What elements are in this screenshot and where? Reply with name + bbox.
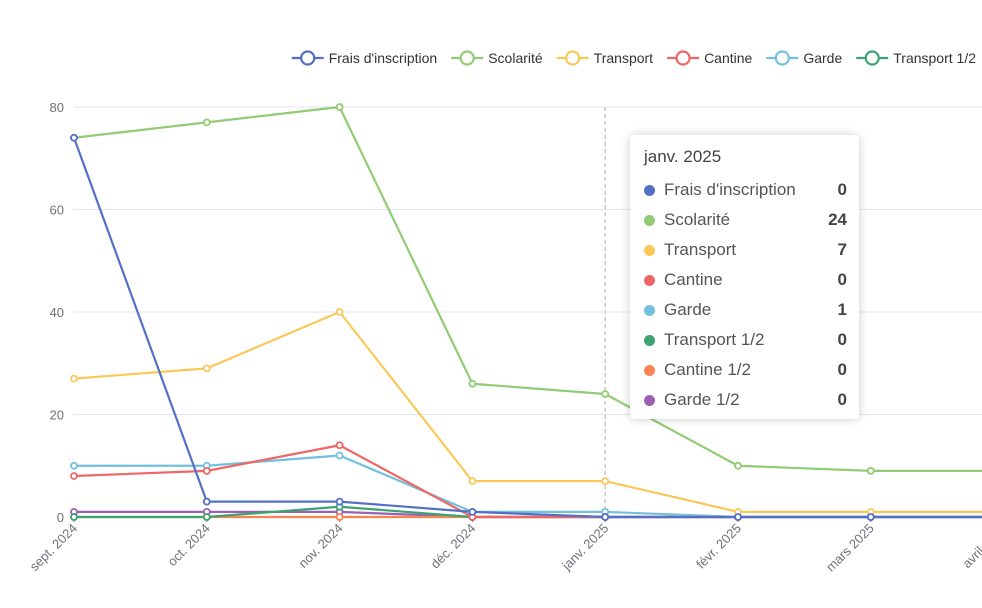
legend-item[interactable]: Cantine xyxy=(667,50,753,66)
tooltip-series-value: 0 xyxy=(837,330,847,349)
data-point xyxy=(335,103,344,111)
tooltip-series-value: 0 xyxy=(837,180,847,199)
data-point xyxy=(468,507,477,516)
series-dot-icon xyxy=(644,394,655,406)
tooltip-title: janv. 2025 xyxy=(644,147,722,166)
x-tick-label: févr. 2025 xyxy=(693,521,744,572)
legend-circle-icon xyxy=(864,50,880,66)
data-point xyxy=(601,390,610,398)
legend-label: Cantine xyxy=(704,50,752,66)
series-line xyxy=(72,137,982,519)
data-point xyxy=(335,308,344,316)
data-point xyxy=(202,466,211,475)
tooltip-series-name: Transport xyxy=(664,240,737,259)
tooltip-series-value: 0 xyxy=(837,270,847,289)
tooltip-series-value: 0 xyxy=(837,360,847,379)
y-tick-label: 80 xyxy=(50,100,64,115)
legend-label: Garde xyxy=(803,50,842,66)
tooltip-series-value: 7 xyxy=(837,240,847,259)
data-point xyxy=(70,374,78,383)
series-dot-icon xyxy=(644,364,655,376)
data-point xyxy=(202,513,211,521)
data-point xyxy=(335,441,344,450)
data-point xyxy=(335,451,344,460)
data-point xyxy=(70,133,78,142)
x-tick-label: avril 2025 xyxy=(959,521,982,571)
legend-label: Transport 1/2 xyxy=(893,50,976,66)
tooltip-series-name: Scolarité xyxy=(664,210,731,229)
y-tick-label: 20 xyxy=(50,408,64,423)
legend-item[interactable]: Scolarité xyxy=(451,50,543,66)
data-point xyxy=(202,364,211,373)
legend-circle-icon xyxy=(675,50,691,66)
tooltip-row: Frais d'inscription 0 xyxy=(644,175,847,205)
x-tick-label: mars 2025 xyxy=(823,521,877,575)
data-point xyxy=(335,497,344,506)
legend-item[interactable]: Transport 1/2 xyxy=(856,50,976,66)
x-tick-label: janv. 2025 xyxy=(558,521,611,574)
data-point xyxy=(335,513,344,521)
tooltip-series-value: 0 xyxy=(837,390,847,409)
data-point xyxy=(468,477,477,486)
tooltip-row: Garde 1 xyxy=(644,295,847,325)
series-lines xyxy=(70,103,982,521)
series-dot-icon xyxy=(644,184,655,196)
tooltip-series-name: Frais d'inscription xyxy=(664,180,796,199)
legend-item[interactable]: Frais d'inscription xyxy=(291,50,438,66)
tooltip-series-name: Cantine 1/2 xyxy=(664,360,751,379)
data-point xyxy=(468,379,477,388)
y-axis: 0 20 40 60 80 xyxy=(50,100,64,525)
data-point xyxy=(601,477,610,486)
series-dot-icon xyxy=(644,304,655,316)
x-tick-label: oct. 2024 xyxy=(164,521,212,569)
legend[interactable]: Frais d'inscription Scolarité Transport Can… xyxy=(291,50,977,66)
tooltip-series-name: Garde xyxy=(664,300,712,319)
y-tick-label: 0 xyxy=(57,510,64,525)
tooltip-series-name: Garde 1/2 xyxy=(664,390,740,409)
data-point xyxy=(734,513,742,521)
y-tick-label: 40 xyxy=(50,305,64,320)
tooltip-series-name: Transport 1/2 xyxy=(664,330,765,349)
legend-circle-icon xyxy=(774,50,790,66)
legend-label: Scolarité xyxy=(488,50,543,66)
data-point xyxy=(866,513,875,521)
x-tick-label: sept. 2024 xyxy=(27,521,81,575)
legend-label: Frais d'inscription xyxy=(329,50,438,66)
legend-label: Transport xyxy=(594,50,654,66)
data-point xyxy=(70,472,78,480)
y-tick-label: 60 xyxy=(50,203,64,218)
data-point xyxy=(601,513,610,521)
x-axis: sept. 2024 oct. 2024 nov. 2024 déc. 2024 jan… xyxy=(27,517,982,575)
tooltip-series-name: Cantine xyxy=(664,270,723,289)
data-point xyxy=(202,118,211,127)
tooltip-row: Transport 1/2 0 xyxy=(644,325,847,355)
series-dot-icon xyxy=(644,274,655,286)
tooltip-series-value: 1 xyxy=(837,300,847,319)
data-point xyxy=(70,461,78,470)
tooltip-row: Cantine 1/2 0 xyxy=(644,355,847,385)
data-point xyxy=(70,513,78,521)
series-dot-icon xyxy=(644,214,655,226)
tooltip-row: Scolarité 24 xyxy=(644,205,847,235)
tooltip-row: Garde 1/2 0 xyxy=(644,385,847,415)
legend-circle-icon xyxy=(459,50,475,66)
legend-item[interactable]: Garde xyxy=(766,50,842,66)
data-point xyxy=(202,497,211,506)
legend-circle-icon xyxy=(565,50,581,66)
series-line xyxy=(73,105,982,472)
legend-item[interactable]: Transport xyxy=(556,50,654,66)
data-point xyxy=(734,461,742,470)
series-line xyxy=(73,310,982,513)
x-tick-label: déc. 2024 xyxy=(428,521,479,572)
tooltip: janv. 2025 Frais d'inscription 0 Scolari… xyxy=(630,135,859,419)
tooltip-series-value: 24 xyxy=(828,210,847,229)
tooltip-row: Transport 7 xyxy=(644,235,847,265)
tooltip-row: Cantine 0 xyxy=(644,265,847,295)
legend-circle-icon xyxy=(300,50,316,66)
series-dot-icon xyxy=(644,244,655,256)
data-point xyxy=(866,466,875,475)
series-dot-icon xyxy=(644,334,655,346)
x-tick-label: nov. 2024 xyxy=(295,521,345,571)
